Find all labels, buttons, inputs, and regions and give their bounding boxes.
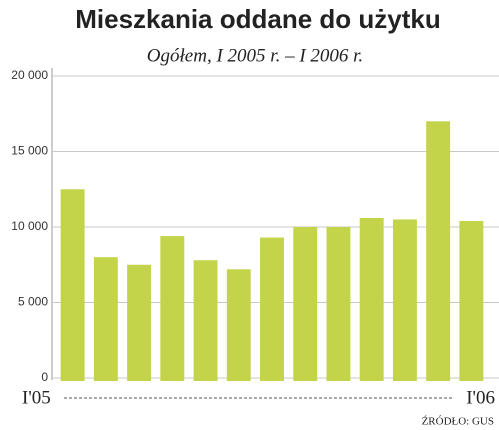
y-tick-label: 15 000 <box>11 144 48 158</box>
bar <box>61 189 85 381</box>
bar <box>94 257 118 381</box>
y-tick-label: 20 000 <box>11 68 48 82</box>
bar <box>260 238 284 381</box>
y-tick-label: 10 000 <box>11 219 48 233</box>
bar <box>393 219 417 381</box>
x-tick-label: I'05 <box>22 387 51 408</box>
chart-subtitle: Ogółem, I 2005 r. – I 2006 r. <box>147 45 363 66</box>
bar <box>293 227 317 381</box>
bar <box>426 121 450 381</box>
x-tick-label: I'06 <box>466 387 495 408</box>
y-tick-label: 5 000 <box>18 295 48 309</box>
source: ŹRÓDŁO: GUS <box>422 416 494 428</box>
bar <box>326 227 350 381</box>
bar <box>459 221 483 381</box>
bar <box>160 236 184 381</box>
bar <box>227 269 251 381</box>
bar <box>127 265 151 381</box>
y-tick-label: 0 <box>41 370 48 384</box>
chart-title: Mieszkania oddane do użytku <box>75 4 441 34</box>
bar <box>360 218 384 381</box>
bar <box>194 260 218 381</box>
